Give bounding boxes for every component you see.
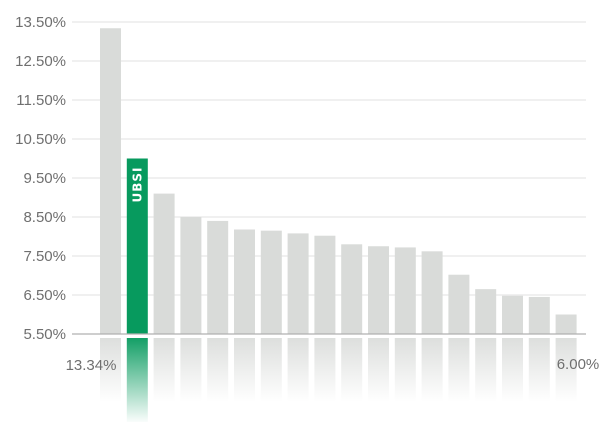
y-tick-label: 8.50% [23, 209, 66, 226]
bar [153, 193, 175, 334]
bar-reflection [528, 338, 550, 402]
bar-reflection [126, 338, 148, 422]
bar [502, 295, 523, 334]
y-tick-label: 13.50% [15, 14, 66, 31]
bar [341, 244, 363, 334]
bar-reflection [314, 338, 336, 402]
bar [475, 289, 497, 334]
y-tick-label: 5.50% [23, 326, 66, 343]
bar [368, 246, 389, 334]
last-bar-label: 6.00% [557, 356, 600, 373]
bar-reflection [287, 338, 309, 402]
bar-highlight [126, 158, 148, 334]
bar-reflection [180, 338, 202, 402]
bar-reflection [475, 338, 497, 402]
bar [528, 296, 550, 334]
bar-reflection [555, 338, 577, 402]
y-tick-label: 9.50% [23, 170, 66, 187]
bars: UBSI [100, 28, 577, 335]
y-tick-label: 6.50% [23, 287, 66, 304]
y-axis-ticks: 13.50% 12.50% 11.50% 10.50% 9.50% 8.50% 7.50% 6… [15, 14, 66, 343]
bar-reflection [234, 338, 255, 402]
bar-reflection [260, 338, 282, 402]
bar [555, 314, 577, 334]
bar [287, 233, 309, 334]
bar-reflection [100, 338, 121, 402]
bar-reflections [100, 338, 577, 422]
bar [100, 28, 121, 335]
bar [421, 251, 443, 334]
y-tick-label: 10.50% [15, 131, 66, 148]
highlight-bar-label: UBSI [130, 167, 144, 203]
bar [314, 235, 336, 334]
bar-reflection [394, 338, 416, 402]
bar-reflection [448, 338, 470, 402]
bar [234, 229, 255, 334]
end-labels: 13.34% 6.00% [66, 356, 600, 374]
y-tick-label: 12.50% [15, 53, 66, 70]
bar-reflection [502, 338, 523, 402]
bar [180, 217, 202, 334]
bar-reflection [421, 338, 443, 402]
bar [394, 247, 416, 334]
y-tick-label: 7.50% [23, 248, 66, 265]
bar-reflection [341, 338, 363, 402]
bar-reflection [368, 338, 389, 402]
bar-reflection [207, 338, 229, 402]
y-tick-label: 11.50% [16, 92, 66, 109]
bar-reflection [153, 338, 175, 402]
first-bar-label: 13.34% [66, 357, 117, 374]
bar [448, 274, 470, 334]
bar [207, 220, 229, 334]
bar [260, 230, 282, 334]
